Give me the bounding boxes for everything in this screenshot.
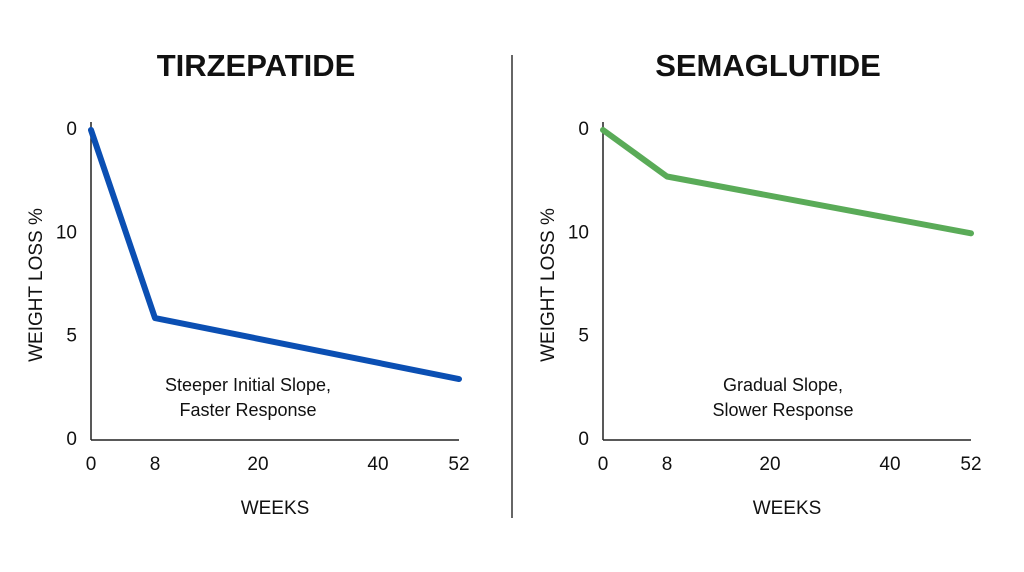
x-tick-label: 0 (598, 454, 609, 475)
x-axis-label: WEEKS (241, 498, 310, 519)
y-tick-label: 5 (578, 326, 589, 347)
annotation: Slower Response (712, 400, 853, 420)
x-tick-label: 8 (662, 454, 673, 475)
x-tick-label: 8 (150, 454, 161, 475)
y-tick-label: 0 (578, 429, 589, 450)
x-tick-label: 40 (367, 454, 388, 475)
chart-title: TIRZEPATIDE (157, 48, 356, 83)
y-tick-label: 5 (66, 326, 77, 347)
annotation: Steeper Initial Slope, (165, 375, 331, 395)
annotation: Faster Response (179, 400, 316, 420)
y-axis-label: WEIGHT LOSS % (26, 208, 47, 362)
annotation: Gradual Slope, (723, 375, 843, 395)
y-tick-label: 10 (56, 222, 77, 243)
x-axis-label: WEEKS (753, 498, 822, 519)
data-line (88, 127, 462, 383)
x-tick-label: 20 (759, 454, 780, 475)
x-tick-label: 40 (879, 454, 900, 475)
chart-title: SEMAGLUTIDE (655, 48, 881, 83)
y-tick-label: 10 (568, 222, 589, 243)
y-tick-label: 0 (66, 429, 77, 450)
y-axis-label: WEIGHT LOSS % (538, 208, 559, 362)
x-tick-label: 20 (247, 454, 268, 475)
x-tick-label: 52 (448, 454, 469, 475)
x-tick-label: 52 (960, 454, 981, 475)
y-tick-label: 0 (578, 119, 589, 140)
x-tick-label: 0 (86, 454, 97, 475)
data-line (600, 127, 974, 237)
y-tick-label: 0 (66, 119, 77, 140)
